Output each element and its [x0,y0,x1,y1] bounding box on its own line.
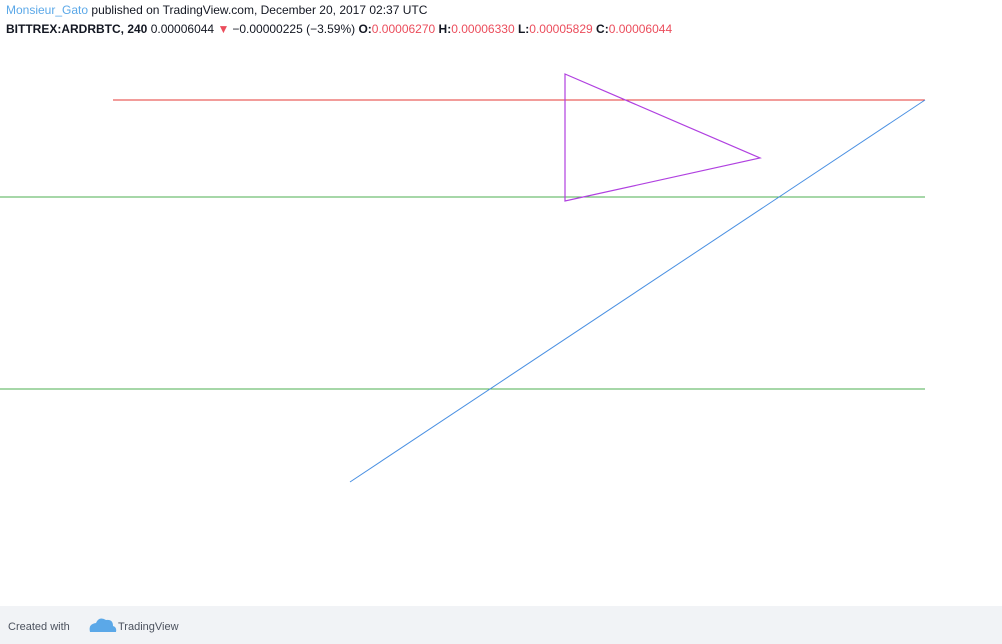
logo[interactable] [89,618,117,632]
footer-text: Created with [8,621,70,633]
footer-bar [0,606,1002,644]
author[interactable]: Monsieur_Gato [6,3,88,17]
change: −0.00000225 (−3.59%) [232,22,355,36]
l-value: 0.00005829 [529,22,593,36]
o-value: 0.00006270 [372,22,436,36]
symbol-line: BITTREX:ARDRBTC, 240 0.00006044 ▼ −0.0000… [6,22,672,36]
symbol: BITTREX:ARDRBTC, 240 [6,22,148,36]
c-value: 0.00006044 [609,22,673,36]
arrow: ▼ [217,22,229,36]
o-key: O: [358,22,371,36]
footer-brand[interactable]: TradingView [118,621,179,633]
trend-line [349,99,926,483]
l-key: L: [518,22,529,36]
drawings [0,73,926,483]
h-value: 0.00006330 [451,22,515,36]
header-line: Monsieur_Gato published on TradingView.c… [6,3,428,17]
last: 0.00006044 [151,22,215,36]
h-key: H: [439,22,452,36]
c-key: C: [596,22,609,36]
published: published on TradingView.com, December 2… [91,3,427,17]
triangle [564,73,762,202]
